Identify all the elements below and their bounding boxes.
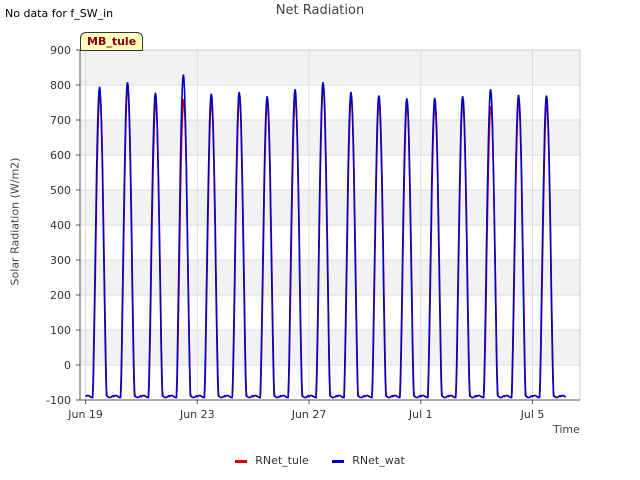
legend: RNet_tule RNet_wat <box>0 454 640 467</box>
legend-label-rnet-wat: RNet_wat <box>352 454 405 467</box>
site-badge: MB_tule <box>80 32 144 51</box>
plot-band <box>80 190 580 225</box>
y-tick-label: 900 <box>50 44 71 57</box>
y-tick-label: 0 <box>64 359 71 372</box>
legend-label-rnet-tule: RNet_tule <box>255 454 309 467</box>
y-axis-label: Solar Radiation (W/m2) <box>8 157 22 286</box>
series-line-rnet-wat <box>85 74 567 399</box>
y-tick-label: 500 <box>50 184 71 197</box>
y-tick-label: 700 <box>50 114 71 127</box>
plot-band <box>80 155 580 190</box>
series-lines <box>85 74 567 399</box>
plot-band <box>80 260 580 295</box>
x-tick-label: Jun 19 <box>67 408 103 421</box>
plot-band <box>80 50 580 85</box>
plot-band <box>80 120 580 155</box>
x-axis-label: Time <box>553 423 580 436</box>
plot-band <box>80 295 580 330</box>
x-tick-label: Jul 5 <box>520 408 545 421</box>
y-tick-label: 300 <box>50 254 71 267</box>
no-data-notice: No data for f_SW_in <box>5 7 114 20</box>
plot-band <box>80 225 580 260</box>
legend-item-rnet-wat: RNet_wat <box>332 454 405 467</box>
legend-swatch-rnet-wat <box>332 459 345 463</box>
y-tick-label: 400 <box>50 219 71 232</box>
y-tick-label: 800 <box>50 79 71 92</box>
y-tick-label: 600 <box>50 149 71 162</box>
x-axis-ticks: Jun 19 Jun 23 Jun 27 Jul 1 Jul 5 <box>67 400 544 421</box>
legend-swatch-rnet-tule <box>235 459 248 463</box>
plot-band <box>80 85 580 120</box>
y-tick-label: -100 <box>46 394 71 407</box>
x-tick-label: Jun 23 <box>179 408 215 421</box>
y-axis-ticks: -100 0 100 200 300 400 500 600 700 800 900 <box>46 44 80 407</box>
x-tick-label: Jul 1 <box>408 408 433 421</box>
x-tick-label: Jun 27 <box>291 408 327 421</box>
y-tick-label: 200 <box>50 289 71 302</box>
y-tick-label: 100 <box>50 324 71 337</box>
chart-title: Net Radiation <box>275 3 365 18</box>
legend-item-rnet-tule: RNet_tule <box>235 454 309 467</box>
